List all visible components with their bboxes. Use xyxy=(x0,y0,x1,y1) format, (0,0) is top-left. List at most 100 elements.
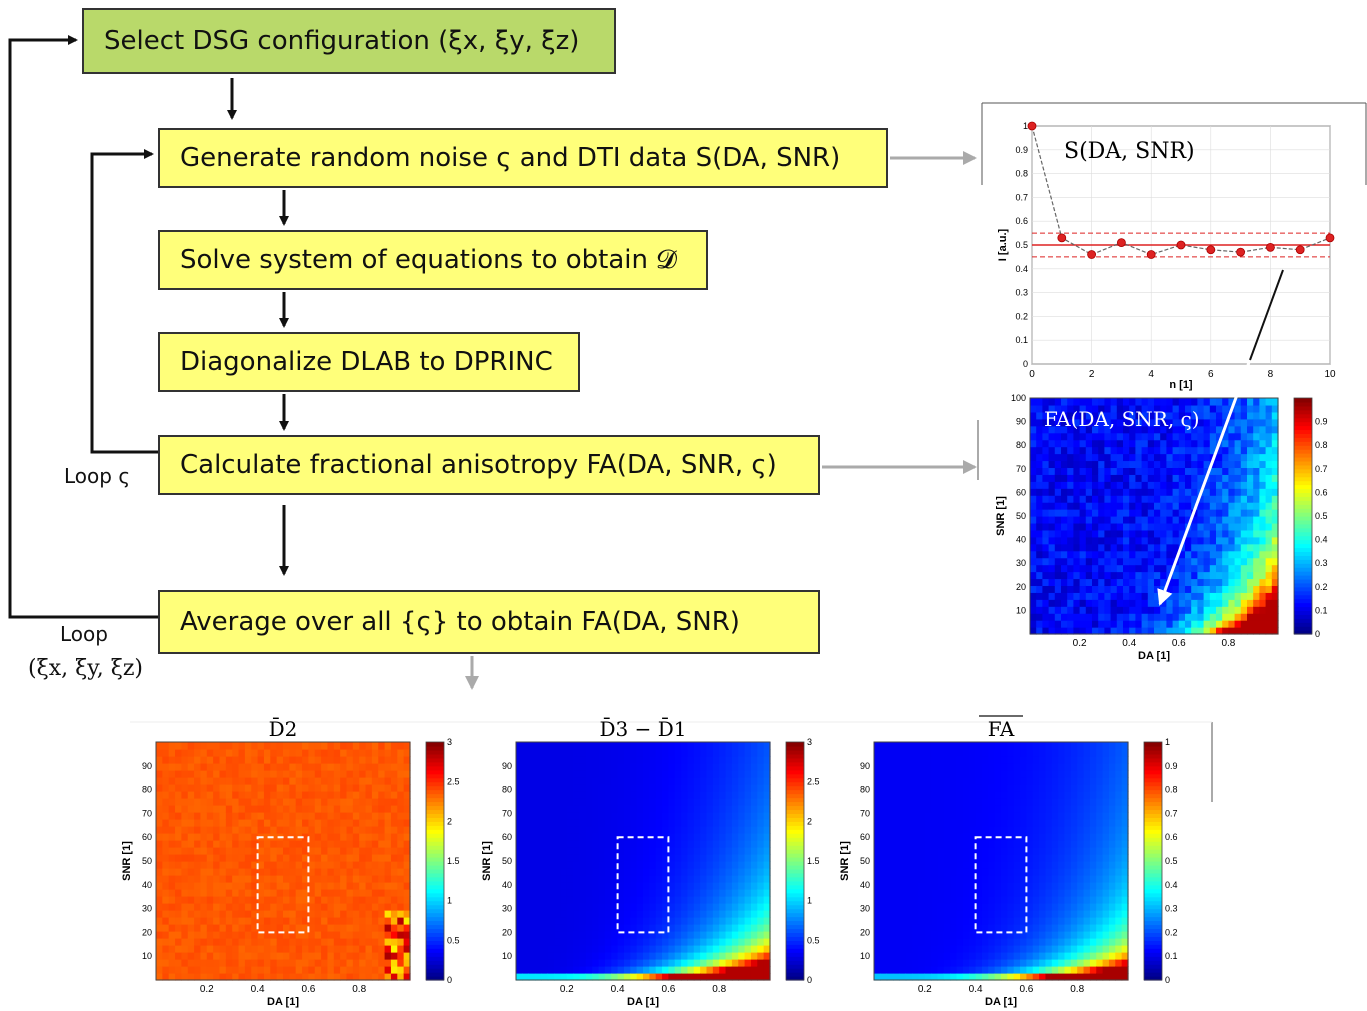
heatmap-cell xyxy=(270,798,278,806)
heatmap-cell xyxy=(1222,613,1229,621)
heatmap-cell xyxy=(295,812,303,820)
colorbar-segment xyxy=(1294,559,1312,564)
heatmap-cell xyxy=(522,903,530,911)
heatmap-cell xyxy=(1185,585,1192,593)
heatmap-cell xyxy=(763,854,771,862)
heatmap-cell xyxy=(931,917,939,925)
heatmap-cell xyxy=(1197,446,1205,455)
heatmap-cell xyxy=(1085,502,1093,510)
heatmap-cell xyxy=(263,840,271,848)
heatmap-cell xyxy=(630,742,638,750)
heatmap-cell xyxy=(874,889,881,897)
heatmap-cell xyxy=(1147,432,1155,441)
heatmap-cell xyxy=(1085,620,1093,628)
heatmap-cell xyxy=(763,777,771,785)
heatmap-cell xyxy=(1030,432,1037,441)
heatmap-cell xyxy=(289,763,297,771)
heatmap-cell xyxy=(522,945,530,953)
heatmap-cell xyxy=(156,777,163,785)
heatmap-cell xyxy=(1172,516,1180,524)
heatmap-cell xyxy=(175,938,182,946)
heatmap-cell xyxy=(623,819,631,827)
heatmap-cell xyxy=(1141,488,1149,496)
heatmap-cell xyxy=(1228,613,1236,621)
heatmap-cell xyxy=(1048,522,1056,531)
heatmap-cell xyxy=(719,861,727,869)
heatmap-cell xyxy=(327,763,335,771)
heatmap-cell xyxy=(763,812,771,820)
heatmap-cell xyxy=(950,952,958,960)
heatmap-cell xyxy=(181,847,189,855)
heatmap-cell xyxy=(1092,557,1099,566)
heatmap-cell xyxy=(232,973,240,981)
heatmap-cell xyxy=(750,917,758,925)
heatmap-cell xyxy=(359,784,367,792)
heatmap-cell xyxy=(547,770,555,778)
heatmap-cell xyxy=(1160,481,1167,489)
heatmap-cell xyxy=(384,910,392,918)
heatmap-cell xyxy=(327,910,335,918)
heatmap-cell xyxy=(333,966,341,974)
heatmap-cell xyxy=(1154,564,1161,573)
heatmap-cell xyxy=(535,882,542,890)
heatmap-cell xyxy=(1259,543,1267,552)
heatmap-cell xyxy=(1191,592,1198,600)
heatmap-cell xyxy=(725,903,733,911)
x-axis-label: DA [1] xyxy=(267,996,299,1008)
heatmap-cell xyxy=(725,938,733,946)
heatmap-cell xyxy=(630,826,638,834)
heatmap-cell xyxy=(333,805,341,813)
heatmap-cell xyxy=(598,973,606,981)
heatmap-cell xyxy=(874,973,881,981)
heatmap-cell xyxy=(636,952,644,960)
heatmap-cell xyxy=(1160,509,1167,517)
heatmap-cell xyxy=(1079,522,1087,531)
heatmap-cell xyxy=(270,896,278,904)
heatmap-cell xyxy=(1259,599,1267,607)
heatmap-cell xyxy=(1240,488,1248,496)
heatmap-cell xyxy=(1110,509,1118,517)
heatmap-cell xyxy=(213,931,221,939)
heatmap-cell xyxy=(880,805,888,813)
heatmap-cell xyxy=(757,938,765,946)
heatmap-cell xyxy=(283,777,290,785)
heatmap-cell xyxy=(1030,481,1037,489)
heatmap-cell xyxy=(731,819,739,827)
heatmap-cell xyxy=(604,798,612,806)
heatmap-cell xyxy=(744,875,752,883)
heatmap-cell xyxy=(213,756,221,764)
heatmap-cell xyxy=(899,903,907,911)
heatmap-cell xyxy=(175,952,182,960)
heatmap-cell xyxy=(1203,404,1211,413)
colorbar-segment xyxy=(426,924,444,930)
heatmap-cell xyxy=(905,896,913,904)
heatmap-cell xyxy=(1265,495,1273,503)
heatmap-cell xyxy=(1247,529,1254,538)
heatmap-cell xyxy=(263,847,271,855)
heatmap-cell xyxy=(1259,606,1267,614)
heatmap-cell xyxy=(598,805,606,813)
heatmap-cell xyxy=(276,896,284,904)
heatmap-cell xyxy=(579,896,587,904)
heatmap-cell xyxy=(604,868,612,876)
heatmap-cell xyxy=(321,938,329,946)
heatmap-cell xyxy=(611,868,619,876)
heatmap-cell xyxy=(700,784,708,792)
heatmap-cell xyxy=(1129,439,1136,448)
heatmap-cell xyxy=(655,812,663,820)
heatmap-cell xyxy=(340,924,348,932)
heatmap-cell xyxy=(731,791,739,799)
heatmap-cell xyxy=(969,833,977,841)
heatmap-cell xyxy=(1166,543,1174,552)
heatmap-cell xyxy=(744,763,752,771)
heatmap-cell xyxy=(725,945,733,953)
heatmap-cell xyxy=(1030,467,1037,475)
heatmap-cell xyxy=(693,840,701,848)
heatmap-cell xyxy=(1209,613,1217,621)
heatmap-cell xyxy=(321,889,329,897)
heatmap-cell xyxy=(321,763,329,771)
select-dsg-label: Select DSG configuration (ξx, ξy, ξz) xyxy=(104,26,580,56)
heatmap-cell xyxy=(295,868,303,876)
heatmap-cell xyxy=(352,763,360,771)
